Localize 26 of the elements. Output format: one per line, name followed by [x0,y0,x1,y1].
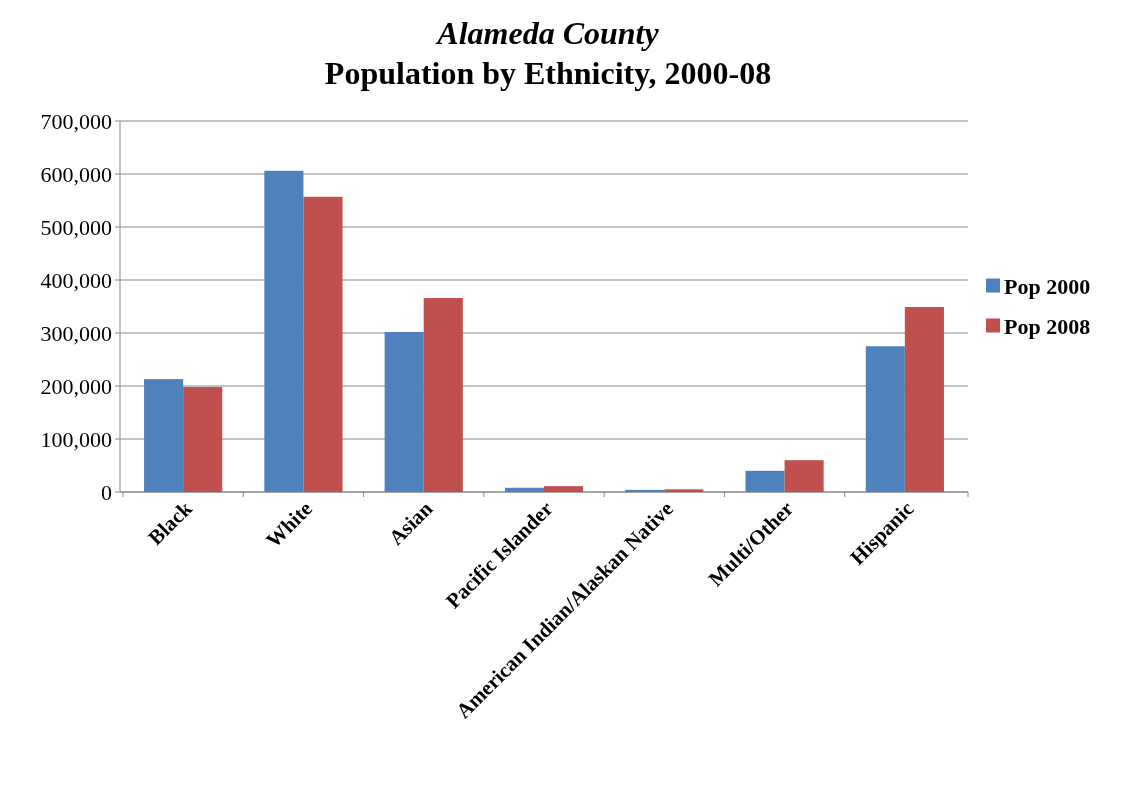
y-tick-label: 500,000 [40,214,112,240]
y-tick-label: 600,000 [40,161,112,187]
legend-label: Pop 2000 [1004,274,1091,300]
bar [664,489,704,492]
chart-subtitle: Population by Ethnicity, 2000-08 [324,55,772,91]
y-tick-label: 400,000 [40,267,112,293]
bar [504,487,544,492]
bar [423,298,463,492]
bar [865,346,905,492]
bar [264,170,304,492]
bar [784,460,824,492]
y-tick-label: 100,000 [40,426,112,452]
legend-label: Pop 2008 [1004,314,1091,340]
bar [544,486,584,492]
bar [745,470,785,492]
bar [303,196,343,492]
bar [183,387,223,492]
y-tick-label: 0 [101,479,112,505]
y-tick-label: 700,000 [40,108,112,134]
y-tick-label: 200,000 [40,373,112,399]
bar [384,331,424,492]
y-tick-label: 300,000 [40,320,112,346]
chart-title: Alameda County [435,15,660,51]
bar [904,307,944,492]
bar [144,379,184,492]
bar [625,489,665,492]
